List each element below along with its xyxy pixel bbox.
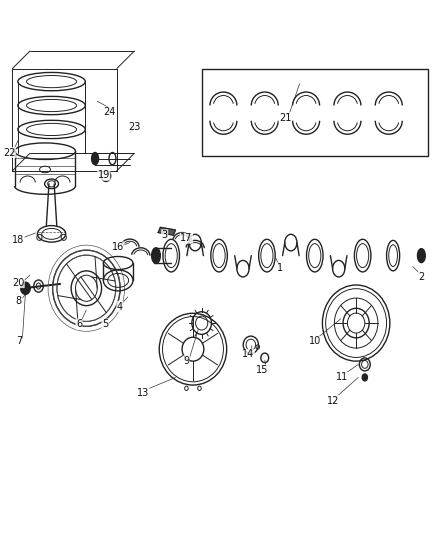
Text: 18: 18 (12, 235, 24, 245)
Ellipse shape (417, 249, 425, 263)
Text: 9: 9 (184, 356, 190, 366)
Text: 5: 5 (102, 319, 108, 329)
Ellipse shape (152, 248, 160, 263)
Text: 10: 10 (309, 336, 321, 346)
Text: 17: 17 (180, 233, 193, 243)
Bar (201, 69, 428, 156)
Text: 8: 8 (16, 296, 22, 306)
Text: 24: 24 (103, 107, 116, 117)
Text: 11: 11 (336, 373, 348, 383)
Polygon shape (158, 228, 176, 235)
Text: 3: 3 (162, 230, 168, 240)
Text: 1: 1 (277, 263, 283, 273)
Text: 15: 15 (256, 365, 269, 375)
Text: 6: 6 (76, 319, 82, 329)
Text: 4: 4 (117, 302, 123, 311)
Text: 21: 21 (279, 112, 291, 123)
Text: 2: 2 (418, 271, 424, 281)
Ellipse shape (21, 282, 30, 294)
Text: 22: 22 (3, 148, 16, 158)
Text: 19: 19 (98, 170, 110, 180)
Ellipse shape (362, 374, 367, 381)
Text: 20: 20 (12, 278, 24, 288)
Text: 13: 13 (137, 387, 149, 398)
Ellipse shape (92, 152, 99, 165)
Text: 7: 7 (16, 336, 22, 346)
Text: 16: 16 (112, 242, 124, 252)
Text: 14: 14 (242, 350, 254, 359)
Text: 23: 23 (128, 122, 141, 132)
Text: 12: 12 (327, 395, 339, 406)
